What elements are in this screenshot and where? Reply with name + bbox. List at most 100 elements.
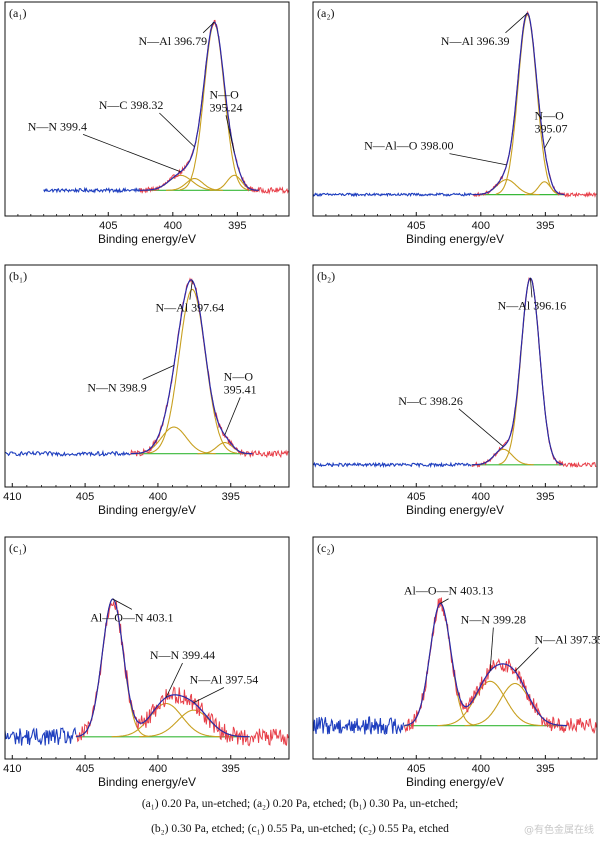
figure-caption-line-2: (b₂) 0.30 Pa, etched; (c₁) 0.55 Pa, un-e… xyxy=(151,823,449,835)
component-peak-a2-1 xyxy=(473,179,540,196)
annotation-label-a2-2: N—O 395.07 xyxy=(535,109,568,136)
x-axis-label-c1: Binding energy/eV xyxy=(98,775,196,789)
annotation-a1-3: N—O 395.24 xyxy=(209,87,242,153)
annotation-c2-2: N—Al 397.35 xyxy=(514,633,600,672)
survey-trace-a2 xyxy=(313,191,473,198)
raw-data-c2 xyxy=(403,597,597,734)
panel-label-a2: (a₂) xyxy=(317,6,335,20)
annotation-a1-2: N—N 399.4 xyxy=(28,119,181,173)
annotation-b2-0: N—Al 396.16 xyxy=(498,278,567,312)
annotation-label-a1-1: N—C 398.32 xyxy=(99,98,164,112)
annotation-leader-a1-1 xyxy=(159,112,195,148)
annotation-leader-b2-1 xyxy=(458,408,504,447)
plot-area-a1 xyxy=(43,19,289,195)
component-peak-c2-1 xyxy=(437,680,543,727)
annotation-label-a1-0: N—Al 396.79 xyxy=(138,34,207,48)
panel-label-c1: (c₁) xyxy=(9,541,27,555)
annotation-label-b2-1: N—C 398.26 xyxy=(398,394,463,408)
annotation-label-a1-2: N—N 399.4 xyxy=(28,119,87,133)
panel-b1: 410 405 400 395 Binding energy/eV (b₁) N—Al 39… xyxy=(3,264,290,517)
fit-envelope-c1 xyxy=(76,598,250,738)
x-tick-label-b1-410: 410 xyxy=(3,491,21,503)
x-tick-label-b2-405: 405 xyxy=(407,491,425,503)
survey-trace-a1 xyxy=(43,186,141,194)
annotation-leader-c1-1 xyxy=(165,662,183,698)
x-tick-label-c1-410: 410 xyxy=(3,763,21,775)
component-peak-a1-1 xyxy=(166,178,223,191)
plot-area-b1 xyxy=(5,277,289,459)
annotation-c2-0: Al—O—N 403.13 xyxy=(404,584,493,604)
x-tick-label-c2-405: 405 xyxy=(407,763,425,775)
annotation-label-b1-2: N—O 395.41 xyxy=(224,369,257,396)
plot-area-c2 xyxy=(313,597,597,736)
annotation-leader-b2-0 xyxy=(529,278,533,298)
x-tick-label-a2-405: 405 xyxy=(407,220,425,232)
x-axis-label-b2: Binding energy/eV xyxy=(406,503,504,517)
x-tick-label-b2-400: 400 xyxy=(472,491,490,503)
x-tick-label-a2-400: 400 xyxy=(472,220,490,232)
survey-trace-b1 xyxy=(5,449,131,458)
axes-frame-b1 xyxy=(4,264,290,488)
x-tick-label-c1-395: 395 xyxy=(222,763,240,775)
panel-label-a1: (a₁) xyxy=(9,6,27,20)
annotation-c1-2: N—Al 397.54 xyxy=(190,673,259,704)
x-tick-label-c2-395: 395 xyxy=(536,763,554,775)
fit-envelope-b1 xyxy=(130,279,253,455)
annotation-label-a1-3: N—O 395.24 xyxy=(209,87,242,114)
panel-label-b1: (b₁) xyxy=(9,269,27,283)
annotation-label-c1-0: Al—O—N 403.1 xyxy=(90,610,173,624)
figure-caption-line-1: (a₁) 0.20 Pa, un-etched; (a₂) 0.20 Pa, e… xyxy=(141,798,459,810)
annotation-leader-a2-1 xyxy=(449,153,507,166)
x-tick-label-a1-405: 405 xyxy=(99,220,117,232)
x-tick-label-a2-395: 395 xyxy=(536,220,554,232)
component-peak-b1-0 xyxy=(147,288,238,454)
annotation-b1-0: N—Al 397.64 xyxy=(156,280,224,315)
annotation-leader-b1-0 xyxy=(189,280,193,300)
x-tick-label-a1-395: 395 xyxy=(228,220,246,232)
annotation-leader-a1-3 xyxy=(225,115,235,153)
annotation-a2-0: N—Al 396.39 xyxy=(441,12,528,48)
survey-trace-b2 xyxy=(313,461,472,469)
axes-frame-c1 xyxy=(4,536,290,760)
panel-label-c2: (c₂) xyxy=(317,541,335,555)
survey-trace-c1 xyxy=(5,726,77,746)
x-tick-label-c1-405: 405 xyxy=(76,763,94,775)
x-tick-label-b1-400: 400 xyxy=(149,491,167,503)
annotation-c1-0: Al—O—N 403.1 xyxy=(90,598,174,624)
fit-envelope-c2 xyxy=(404,602,567,727)
annotation-a1-0: N—Al 396.79 xyxy=(138,21,215,48)
x-axis-label-a1: Binding energy/eV xyxy=(98,232,196,246)
annotation-label-c2-0: Al—O—N 403.13 xyxy=(404,584,493,598)
x-axis-label-c2: Binding energy/eV xyxy=(406,775,504,789)
annotation-a2-1: N—Al—O 398.00 xyxy=(364,139,507,166)
fit-envelope-a1 xyxy=(139,21,259,191)
annotation-leader-c2-2 xyxy=(514,647,539,672)
annotation-leader-a1-2 xyxy=(82,134,181,173)
annotation-leader-b1-1 xyxy=(142,365,175,380)
x-tick-label-c1-400: 400 xyxy=(149,763,167,775)
annotation-label-b2-0: N—Al 396.16 xyxy=(498,298,567,312)
panel-c2: 405 400 395 Binding energy/eV (c₂) Al—O—N 403… xyxy=(312,536,600,789)
x-tick-label-a1-400: 400 xyxy=(164,220,182,232)
x-tick-label-b2-395: 395 xyxy=(536,491,554,503)
annotation-b1-2: N—O 395.41 xyxy=(224,369,257,436)
panel-b2: 405 400 395 Binding energy/eV (b₂) N—Al 396.1… xyxy=(312,264,598,517)
annotation-label-c2-2: N—Al 397.35 xyxy=(535,633,600,647)
panel-a2: 405 400 395 Binding energy/eV (a₂) N—Al 396.3… xyxy=(312,1,598,246)
panel-c1: 410 405 400 395 Binding energy/eV (c₁) Al—O—N … xyxy=(3,536,290,789)
annotation-b2-1: N—C 398.26 xyxy=(398,394,504,447)
annotation-label-a2-1: N—Al—O 398.00 xyxy=(364,139,453,153)
annotation-label-c2-1: N—N 399.28 xyxy=(461,613,526,627)
annotation-label-c1-2: N—Al 397.54 xyxy=(190,673,259,687)
annotation-a2-2: N—O 395.07 xyxy=(535,109,568,149)
x-axis-label-b1: Binding energy/eV xyxy=(98,503,196,517)
raw-data-c1 xyxy=(75,600,289,747)
plot-area-a2 xyxy=(313,10,597,198)
annotation-leader-c2-0 xyxy=(440,598,449,604)
x-tick-label-b1-405: 405 xyxy=(76,491,94,503)
fit-envelope-a2 xyxy=(472,12,565,196)
annotation-leader-a2-2 xyxy=(544,136,552,149)
x-axis-label-a2: Binding energy/eV xyxy=(406,232,504,246)
annotation-c1-1: N—N 399.44 xyxy=(150,648,215,698)
